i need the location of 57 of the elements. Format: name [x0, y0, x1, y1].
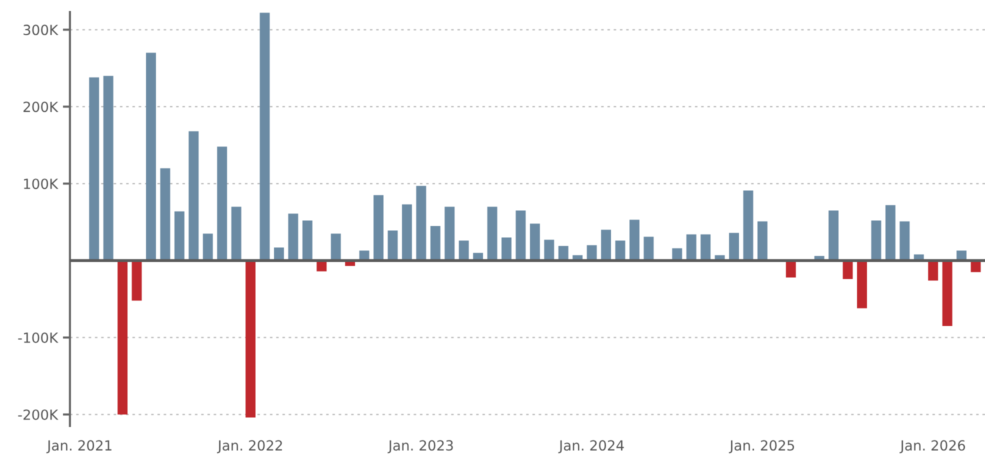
- bar: [857, 260, 867, 308]
- bar: [458, 240, 469, 261]
- bar: [942, 260, 952, 326]
- bar: [757, 221, 768, 261]
- bar: [402, 204, 412, 261]
- x-tick-label: Jan. 2022: [217, 440, 282, 454]
- bar: [89, 77, 100, 261]
- bar: [330, 234, 341, 261]
- bar: [260, 12, 270, 261]
- bar: [502, 237, 512, 261]
- bar: [174, 211, 184, 261]
- bar: [871, 220, 882, 261]
- x-tick-label: Jan. 2024: [558, 440, 624, 454]
- bar: [416, 186, 426, 261]
- bar: [146, 52, 156, 261]
- bar: [729, 232, 739, 261]
- bar: [374, 195, 384, 261]
- bar: [516, 210, 526, 261]
- bar: [217, 146, 228, 261]
- x-tick-label: Jan. 2023: [388, 440, 453, 454]
- bar: [430, 226, 440, 261]
- y-tick-label: 100K: [24, 178, 58, 190]
- y-tick-label: 200K: [24, 102, 58, 112]
- bar: [231, 206, 242, 261]
- bar: [444, 206, 455, 261]
- bar: [743, 190, 754, 261]
- bar: [700, 234, 711, 261]
- bar: [842, 260, 853, 280]
- y-tick-label: -100K: [18, 332, 58, 343]
- bar: [487, 206, 498, 261]
- bar: [686, 234, 696, 261]
- bar: [202, 234, 213, 261]
- x-tick-label: Jan. 2026: [900, 440, 966, 454]
- bar: [160, 168, 170, 261]
- bar: [132, 260, 142, 301]
- bar: [828, 210, 839, 261]
- bar: [246, 260, 256, 418]
- bar: [388, 230, 398, 261]
- y-tick-label: 300K: [24, 24, 58, 36]
- bar: [118, 260, 128, 414]
- bar: [644, 236, 654, 261]
- y-tick-label: -200K: [18, 409, 58, 420]
- bar: [885, 205, 896, 261]
- bar: [288, 214, 298, 261]
- bar: [586, 245, 597, 261]
- bar: [188, 131, 199, 261]
- bar: [900, 221, 910, 261]
- bar: [103, 76, 114, 261]
- bar: [928, 260, 938, 281]
- bar: [601, 230, 612, 261]
- x-tick-label: Jan. 2025: [728, 440, 794, 454]
- bar: [302, 220, 312, 261]
- bar: [786, 260, 796, 278]
- bar: [530, 224, 540, 261]
- bar: [629, 220, 640, 261]
- x-tick-label: Jan. 2021: [46, 440, 112, 454]
- bar: [544, 240, 554, 261]
